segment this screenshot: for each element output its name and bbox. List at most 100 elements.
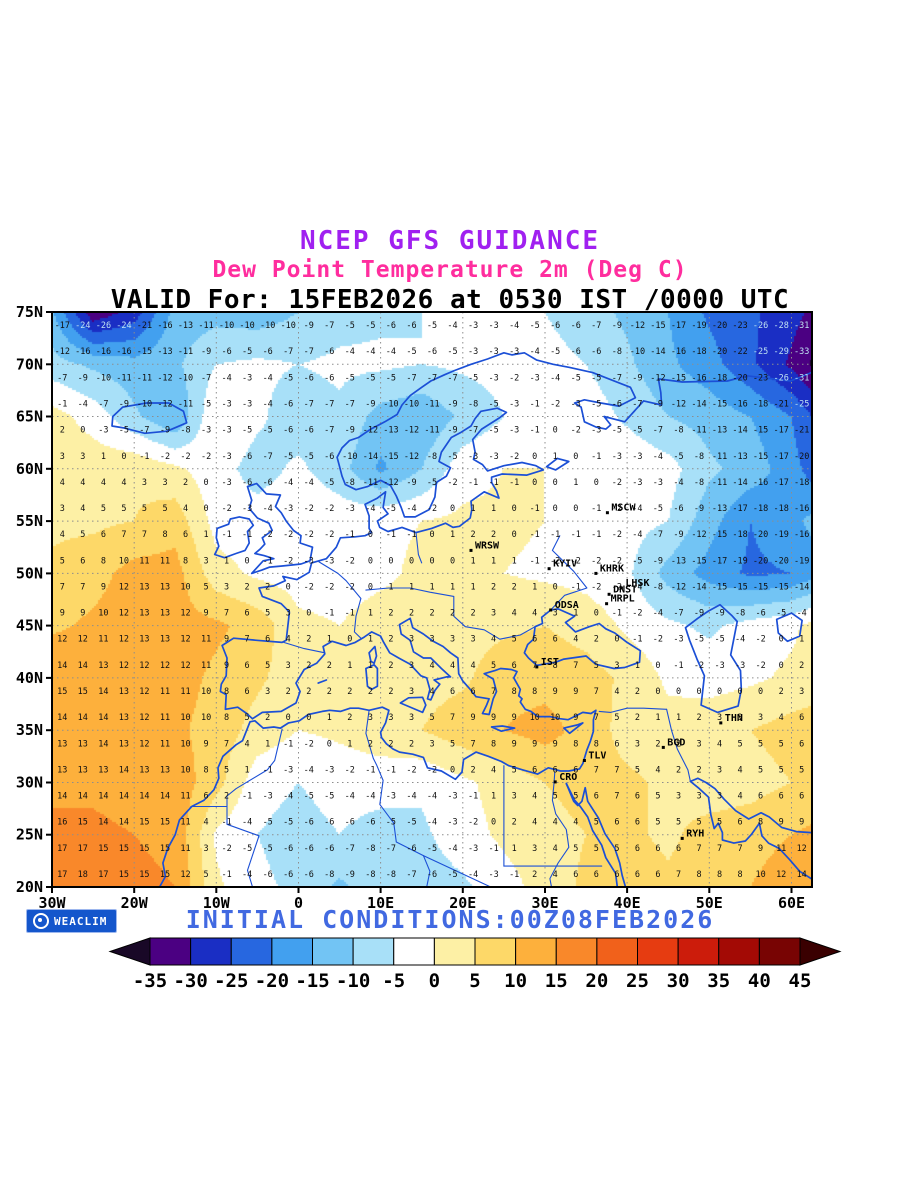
svg-text:-7: -7 — [57, 373, 67, 383]
svg-text:3: 3 — [409, 713, 414, 723]
svg-text:2: 2 — [450, 609, 455, 619]
svg-text:-2: -2 — [201, 452, 211, 462]
svg-text:-18: -18 — [712, 373, 727, 383]
svg-text:-6: -6 — [242, 478, 252, 488]
svg-text:-6: -6 — [571, 347, 581, 357]
svg-text:-5: -5 — [386, 818, 396, 828]
svg-text:-14: -14 — [650, 347, 665, 357]
svg-text:4: 4 — [60, 530, 65, 540]
svg-text:-6: -6 — [571, 321, 581, 331]
svg-text:-1: -1 — [612, 609, 622, 619]
svg-text:-7: -7 — [98, 400, 108, 410]
svg-text:40N: 40N — [16, 669, 43, 687]
svg-text:5: 5 — [245, 713, 250, 723]
svg-text:-3: -3 — [201, 426, 211, 436]
svg-text:-7: -7 — [612, 373, 622, 383]
svg-text:4: 4 — [183, 504, 188, 514]
svg-text:3: 3 — [799, 687, 804, 697]
svg-text:7: 7 — [594, 765, 599, 775]
svg-text:4: 4 — [553, 818, 558, 828]
svg-text:5: 5 — [512, 635, 517, 645]
svg-text:-1: -1 — [509, 478, 519, 488]
svg-text:1: 1 — [204, 530, 209, 540]
svg-text:14: 14 — [797, 870, 807, 880]
svg-text:9: 9 — [204, 739, 209, 749]
svg-text:6: 6 — [635, 870, 640, 880]
svg-text:6: 6 — [614, 818, 619, 828]
svg-text:-1: -1 — [57, 400, 67, 410]
svg-text:-4: -4 — [447, 844, 457, 854]
svg-text:10: 10 — [180, 739, 190, 749]
svg-text:0: 0 — [368, 556, 373, 566]
svg-text:-6: -6 — [263, 478, 273, 488]
svg-text:-5: -5 — [673, 452, 683, 462]
svg-text:-6: -6 — [612, 400, 622, 410]
svg-text:10W: 10W — [203, 894, 231, 912]
svg-text:-3: -3 — [468, 452, 478, 462]
svg-text:8: 8 — [738, 870, 743, 880]
svg-text:0: 0 — [429, 970, 440, 992]
svg-text:-14: -14 — [363, 452, 378, 462]
svg-text:-3: -3 — [263, 792, 273, 802]
svg-text:-10: -10 — [137, 400, 152, 410]
svg-text:1: 1 — [347, 661, 352, 671]
svg-text:-4: -4 — [263, 400, 273, 410]
svg-text:0: 0 — [594, 478, 599, 488]
svg-text:-20: -20 — [753, 556, 768, 566]
svg-text:-1: -1 — [263, 765, 273, 775]
svg-text:-1: -1 — [530, 504, 540, 514]
svg-text:RYH: RYH — [686, 828, 704, 839]
svg-text:3: 3 — [162, 478, 167, 488]
svg-text:-15: -15 — [650, 321, 665, 331]
svg-text:4: 4 — [429, 661, 434, 671]
svg-text:7: 7 — [738, 844, 743, 854]
svg-text:-6: -6 — [345, 818, 355, 828]
svg-text:3: 3 — [429, 739, 434, 749]
svg-text:5: 5 — [265, 609, 270, 619]
svg-text:5: 5 — [614, 844, 619, 854]
svg-text:-2: -2 — [632, 609, 642, 619]
svg-text:-9: -9 — [653, 400, 663, 410]
svg-text:-11: -11 — [137, 373, 152, 383]
svg-text:-6: -6 — [221, 347, 231, 357]
svg-text:2: 2 — [183, 478, 188, 488]
svg-text:0: 0 — [429, 530, 434, 540]
svg-text:15: 15 — [139, 870, 149, 880]
svg-text:-6: -6 — [304, 426, 314, 436]
svg-text:11: 11 — [201, 635, 211, 645]
svg-text:-5: -5 — [283, 373, 293, 383]
svg-text:-6: -6 — [304, 373, 314, 383]
svg-text:1: 1 — [512, 556, 517, 566]
svg-text:-7: -7 — [591, 321, 601, 331]
svg-text:8: 8 — [594, 739, 599, 749]
svg-text:6: 6 — [779, 792, 784, 802]
svg-text:2: 2 — [347, 687, 352, 697]
svg-text:8: 8 — [553, 661, 558, 671]
svg-text:10: 10 — [98, 609, 108, 619]
svg-text:-6: -6 — [673, 504, 683, 514]
svg-text:3: 3 — [450, 635, 455, 645]
svg-text:-9: -9 — [406, 478, 416, 488]
svg-text:14: 14 — [98, 687, 108, 697]
svg-text:0: 0 — [696, 687, 701, 697]
svg-text:2: 2 — [224, 792, 229, 802]
svg-text:-1: -1 — [468, 478, 478, 488]
svg-text:-16: -16 — [157, 321, 172, 331]
svg-text:5: 5 — [676, 818, 681, 828]
svg-text:2: 2 — [532, 870, 537, 880]
svg-text:-9: -9 — [694, 504, 704, 514]
svg-text:0: 0 — [450, 504, 455, 514]
svg-text:-16: -16 — [732, 400, 747, 410]
svg-text:1: 1 — [512, 844, 517, 854]
svg-text:-1: -1 — [591, 504, 601, 514]
svg-text:11: 11 — [98, 635, 108, 645]
svg-text:8: 8 — [224, 713, 229, 723]
svg-text:-6: -6 — [283, 844, 293, 854]
svg-text:-11: -11 — [712, 452, 727, 462]
svg-text:0: 0 — [245, 556, 250, 566]
svg-text:-12: -12 — [157, 373, 172, 383]
svg-text:-3: -3 — [468, 321, 478, 331]
svg-text:-1: -1 — [509, 870, 519, 880]
